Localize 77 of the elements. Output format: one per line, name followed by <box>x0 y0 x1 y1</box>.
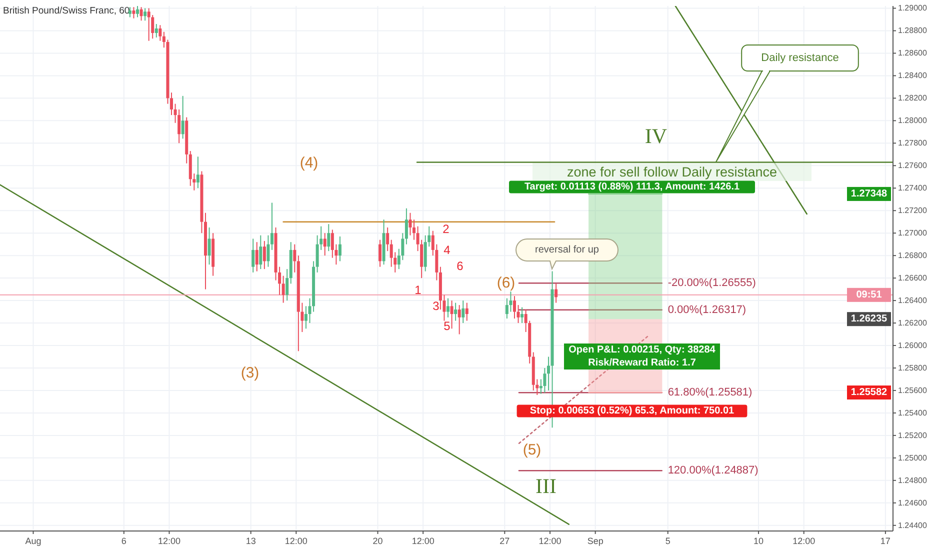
x-tick-label: 17 <box>880 536 890 546</box>
y-tick-label: 1.29000 <box>898 4 928 13</box>
y-tick-label: 1.25800 <box>898 363 928 372</box>
chart-title: British Pound/Swiss Franc, 60 <box>3 6 130 16</box>
annotation: 09:51 <box>856 289 882 300</box>
x-tick-label: 12:00 <box>538 536 562 546</box>
price-tag: 1.27348 <box>847 186 891 201</box>
annotation: IV <box>644 124 668 148</box>
annotation: Risk/Reward Ratio: 1.7 <box>588 358 696 368</box>
annotation: 1.27348 <box>850 188 888 200</box>
price-tag: 1.25582 <box>847 386 891 400</box>
y-tick-label: 1.25400 <box>898 408 928 418</box>
y-tick-label: 1.27000 <box>898 228 928 238</box>
y-tick-label: 1.27200 <box>898 206 928 216</box>
annotation: 61.80%(1.25581) <box>668 386 752 399</box>
x-tick-label: 12:00 <box>158 536 180 546</box>
annotation: (3) <box>240 364 260 382</box>
annotation: Open P&L: 0.00215, Qty: 38284 <box>568 344 716 356</box>
y-tick-label: 1.27400 <box>898 184 928 193</box>
x-tick-label: 6 <box>121 536 126 546</box>
x-tick-label: 20 <box>372 536 383 546</box>
annotation: 2 <box>442 222 450 236</box>
annotation: (6) <box>496 274 516 292</box>
y-tick-label: 1.26000 <box>898 341 928 350</box>
label-box: Stop: 0.00653 (0.52%) 65.3, Amount: 750.01 <box>516 404 748 418</box>
y-tick-label: 1.28000 <box>898 116 928 126</box>
x-tick-label: 27 <box>500 536 510 546</box>
annotation: 6 <box>456 259 464 273</box>
y-tick-label: 1.28600 <box>898 48 928 58</box>
annotation: (5) <box>522 442 542 458</box>
x-tick-label: 13 <box>246 536 256 546</box>
y-tick-label: 1.28400 <box>898 71 928 80</box>
x-tick-label: 10 <box>754 536 764 546</box>
annotation: Stop: 0.00653 (0.52%) 65.3, Amount: 750.01 <box>530 406 735 416</box>
text-box: zone for sell follow Daily resistance <box>532 163 812 181</box>
y-tick-label: 1.26200 <box>898 318 928 328</box>
annotation: III <box>536 474 556 498</box>
annotation: -20.00%(1.26555) <box>668 277 756 290</box>
y-tick-label: 1.25600 <box>898 386 928 395</box>
y-tick-label: 1.27600 <box>898 161 928 170</box>
price-tag: 1.26235 <box>847 312 891 326</box>
y-tick-label: 1.24800 <box>898 476 928 485</box>
y-tick-label: 1.26600 <box>898 274 928 283</box>
annotation: zone for sell follow Daily resistance <box>566 164 778 180</box>
annotation: reversal for up <box>535 244 600 256</box>
x-tick-label: 12:00 <box>284 536 308 546</box>
y-tick-label: 1.28800 <box>898 26 928 36</box>
y-tick-label: 1.26800 <box>898 251 928 260</box>
annotation: 4 <box>444 243 451 257</box>
annotation: 0.00%(1.26317) <box>668 304 746 316</box>
price-tag: 09:51 <box>847 288 891 302</box>
label-box: Target: 0.01113 (0.88%) 111.3, Amount: 1426.1 <box>509 180 755 194</box>
x-tick-label: Sep <box>587 536 604 546</box>
y-tick-label: 1.24400 <box>898 520 928 530</box>
x-tick-label: 12:00 <box>412 536 434 546</box>
y-tick-label: 1.28200 <box>898 94 928 103</box>
annotation: Daily resistance <box>761 52 839 64</box>
annotation: 3 <box>432 299 440 313</box>
annotation: 1.26235 <box>850 314 888 325</box>
speech-bubble: reversal for up <box>516 238 618 270</box>
annotation: 5 <box>444 319 451 333</box>
y-tick-label: 1.24600 <box>898 498 928 508</box>
x-tick-label: Aug <box>25 536 42 546</box>
x-tick-label: 5 <box>665 536 670 546</box>
annotation: Target: 0.01113 (0.88%) 111.3, Amount: 1426.1 <box>524 182 740 192</box>
annotation: 1 <box>414 283 422 297</box>
callout-box: Daily resistance <box>716 44 859 162</box>
y-tick-label: 1.26400 <box>898 296 928 306</box>
label-box: Open P&L: 0.00215, Qty: 38284 <box>564 344 720 356</box>
y-tick-label: 1.27800 <box>898 138 928 148</box>
label-box: Risk/Reward Ratio: 1.7 <box>564 356 720 370</box>
y-tick-label: 1.25200 <box>898 430 928 440</box>
annotation: (4) <box>300 154 318 172</box>
y-tick-label: 1.25000 <box>898 453 928 462</box>
annotation: 1.25582 <box>850 387 888 398</box>
annotation: 120.00%(1.24887) <box>668 464 758 477</box>
x-tick-label: 12:00 <box>792 536 816 546</box>
